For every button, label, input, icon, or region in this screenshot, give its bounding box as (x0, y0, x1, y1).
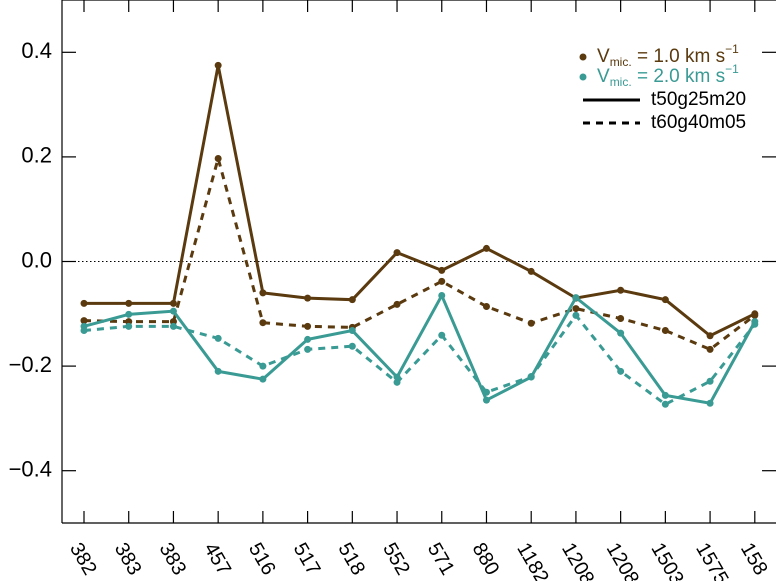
point (169, 322, 177, 330)
y-tick-label: −0.4 (9, 457, 52, 482)
point (527, 373, 535, 381)
point (214, 367, 222, 375)
y-tick-label: 0.2 (21, 143, 52, 168)
x-tick-label: 457 (199, 539, 235, 579)
x-tick-label: 1575 (691, 539, 732, 581)
x-tick-label: 517 (289, 539, 325, 579)
point (393, 378, 401, 386)
point (617, 329, 625, 337)
point (125, 322, 133, 330)
x-tick-label: 382 (65, 539, 101, 579)
point (80, 299, 88, 307)
x-tick-label: 571 (423, 539, 459, 579)
x-tick-label: 383 (110, 539, 146, 579)
y-tick-label: −0.2 (9, 352, 52, 377)
point (617, 367, 625, 375)
point (214, 154, 222, 162)
point (482, 302, 490, 310)
point (482, 396, 490, 404)
x-tick-label: 383 (155, 539, 191, 579)
point (617, 286, 625, 294)
series-line (83, 152, 756, 352)
x-tick-label: 1208 (557, 539, 598, 581)
y-tick-label: 0.0 (21, 247, 52, 272)
point (348, 327, 356, 335)
point (572, 311, 580, 319)
legend-label: t50g25m20 (651, 89, 746, 110)
x-tick-label: 1182 (512, 539, 553, 581)
point (706, 399, 714, 407)
point (348, 296, 356, 304)
point (617, 315, 625, 323)
point (259, 375, 267, 383)
legend-text: = 1.0 km s (632, 46, 725, 67)
legend-text: = 2.0 km s (632, 66, 725, 87)
point (80, 317, 88, 325)
series-line (83, 292, 757, 405)
x-tick-label: 516 (244, 539, 280, 579)
point (661, 400, 669, 408)
point (751, 311, 759, 319)
point (438, 291, 446, 299)
legend-marker (579, 73, 587, 81)
point (80, 327, 88, 335)
point (169, 299, 177, 307)
point (259, 319, 267, 327)
series-line (84, 65, 756, 338)
point (482, 388, 490, 396)
point (661, 296, 669, 304)
legend-sub: mic. (610, 55, 632, 69)
point (527, 319, 535, 327)
point (527, 267, 535, 275)
point (304, 345, 312, 353)
legend-symbol: V (597, 66, 610, 87)
point (661, 327, 669, 335)
point (482, 244, 490, 252)
y-tick-label: 0.4 (21, 38, 52, 63)
x-tick-label: 552 (378, 539, 414, 579)
point (393, 300, 401, 308)
x-tick-label: 518 (333, 539, 369, 579)
point (572, 305, 580, 313)
point (125, 310, 133, 318)
point (348, 342, 356, 350)
legend-sup: −1 (725, 42, 739, 56)
point (214, 334, 222, 342)
point (706, 345, 714, 353)
point (706, 377, 714, 385)
point (438, 266, 446, 274)
legend-sub: mic. (610, 75, 632, 89)
point (125, 299, 133, 307)
legend-sup: −1 (725, 62, 739, 76)
x-tick-label: 1208 (602, 539, 643, 581)
point (259, 362, 267, 370)
legend-symbol: V (597, 46, 610, 67)
legend-label: Vmic. = 2.0 km s−1 (597, 62, 739, 89)
point (304, 335, 312, 343)
point (304, 294, 312, 302)
legend-label: t60g40m05 (651, 112, 746, 133)
x-tick-label: 880 (468, 539, 504, 579)
point (751, 320, 759, 328)
legend-label: Vmic. = 1.0 km s−1 (597, 42, 739, 69)
x-tick-label: 158 (736, 539, 772, 579)
point (393, 249, 401, 257)
point (214, 61, 222, 69)
point (661, 391, 669, 399)
point (438, 331, 446, 339)
point (169, 307, 177, 315)
point (706, 332, 714, 340)
point (572, 294, 580, 302)
point (304, 322, 312, 330)
point (259, 289, 267, 297)
legend-marker (579, 53, 587, 61)
point (438, 277, 446, 285)
x-tick-label: 1503 (646, 539, 687, 581)
